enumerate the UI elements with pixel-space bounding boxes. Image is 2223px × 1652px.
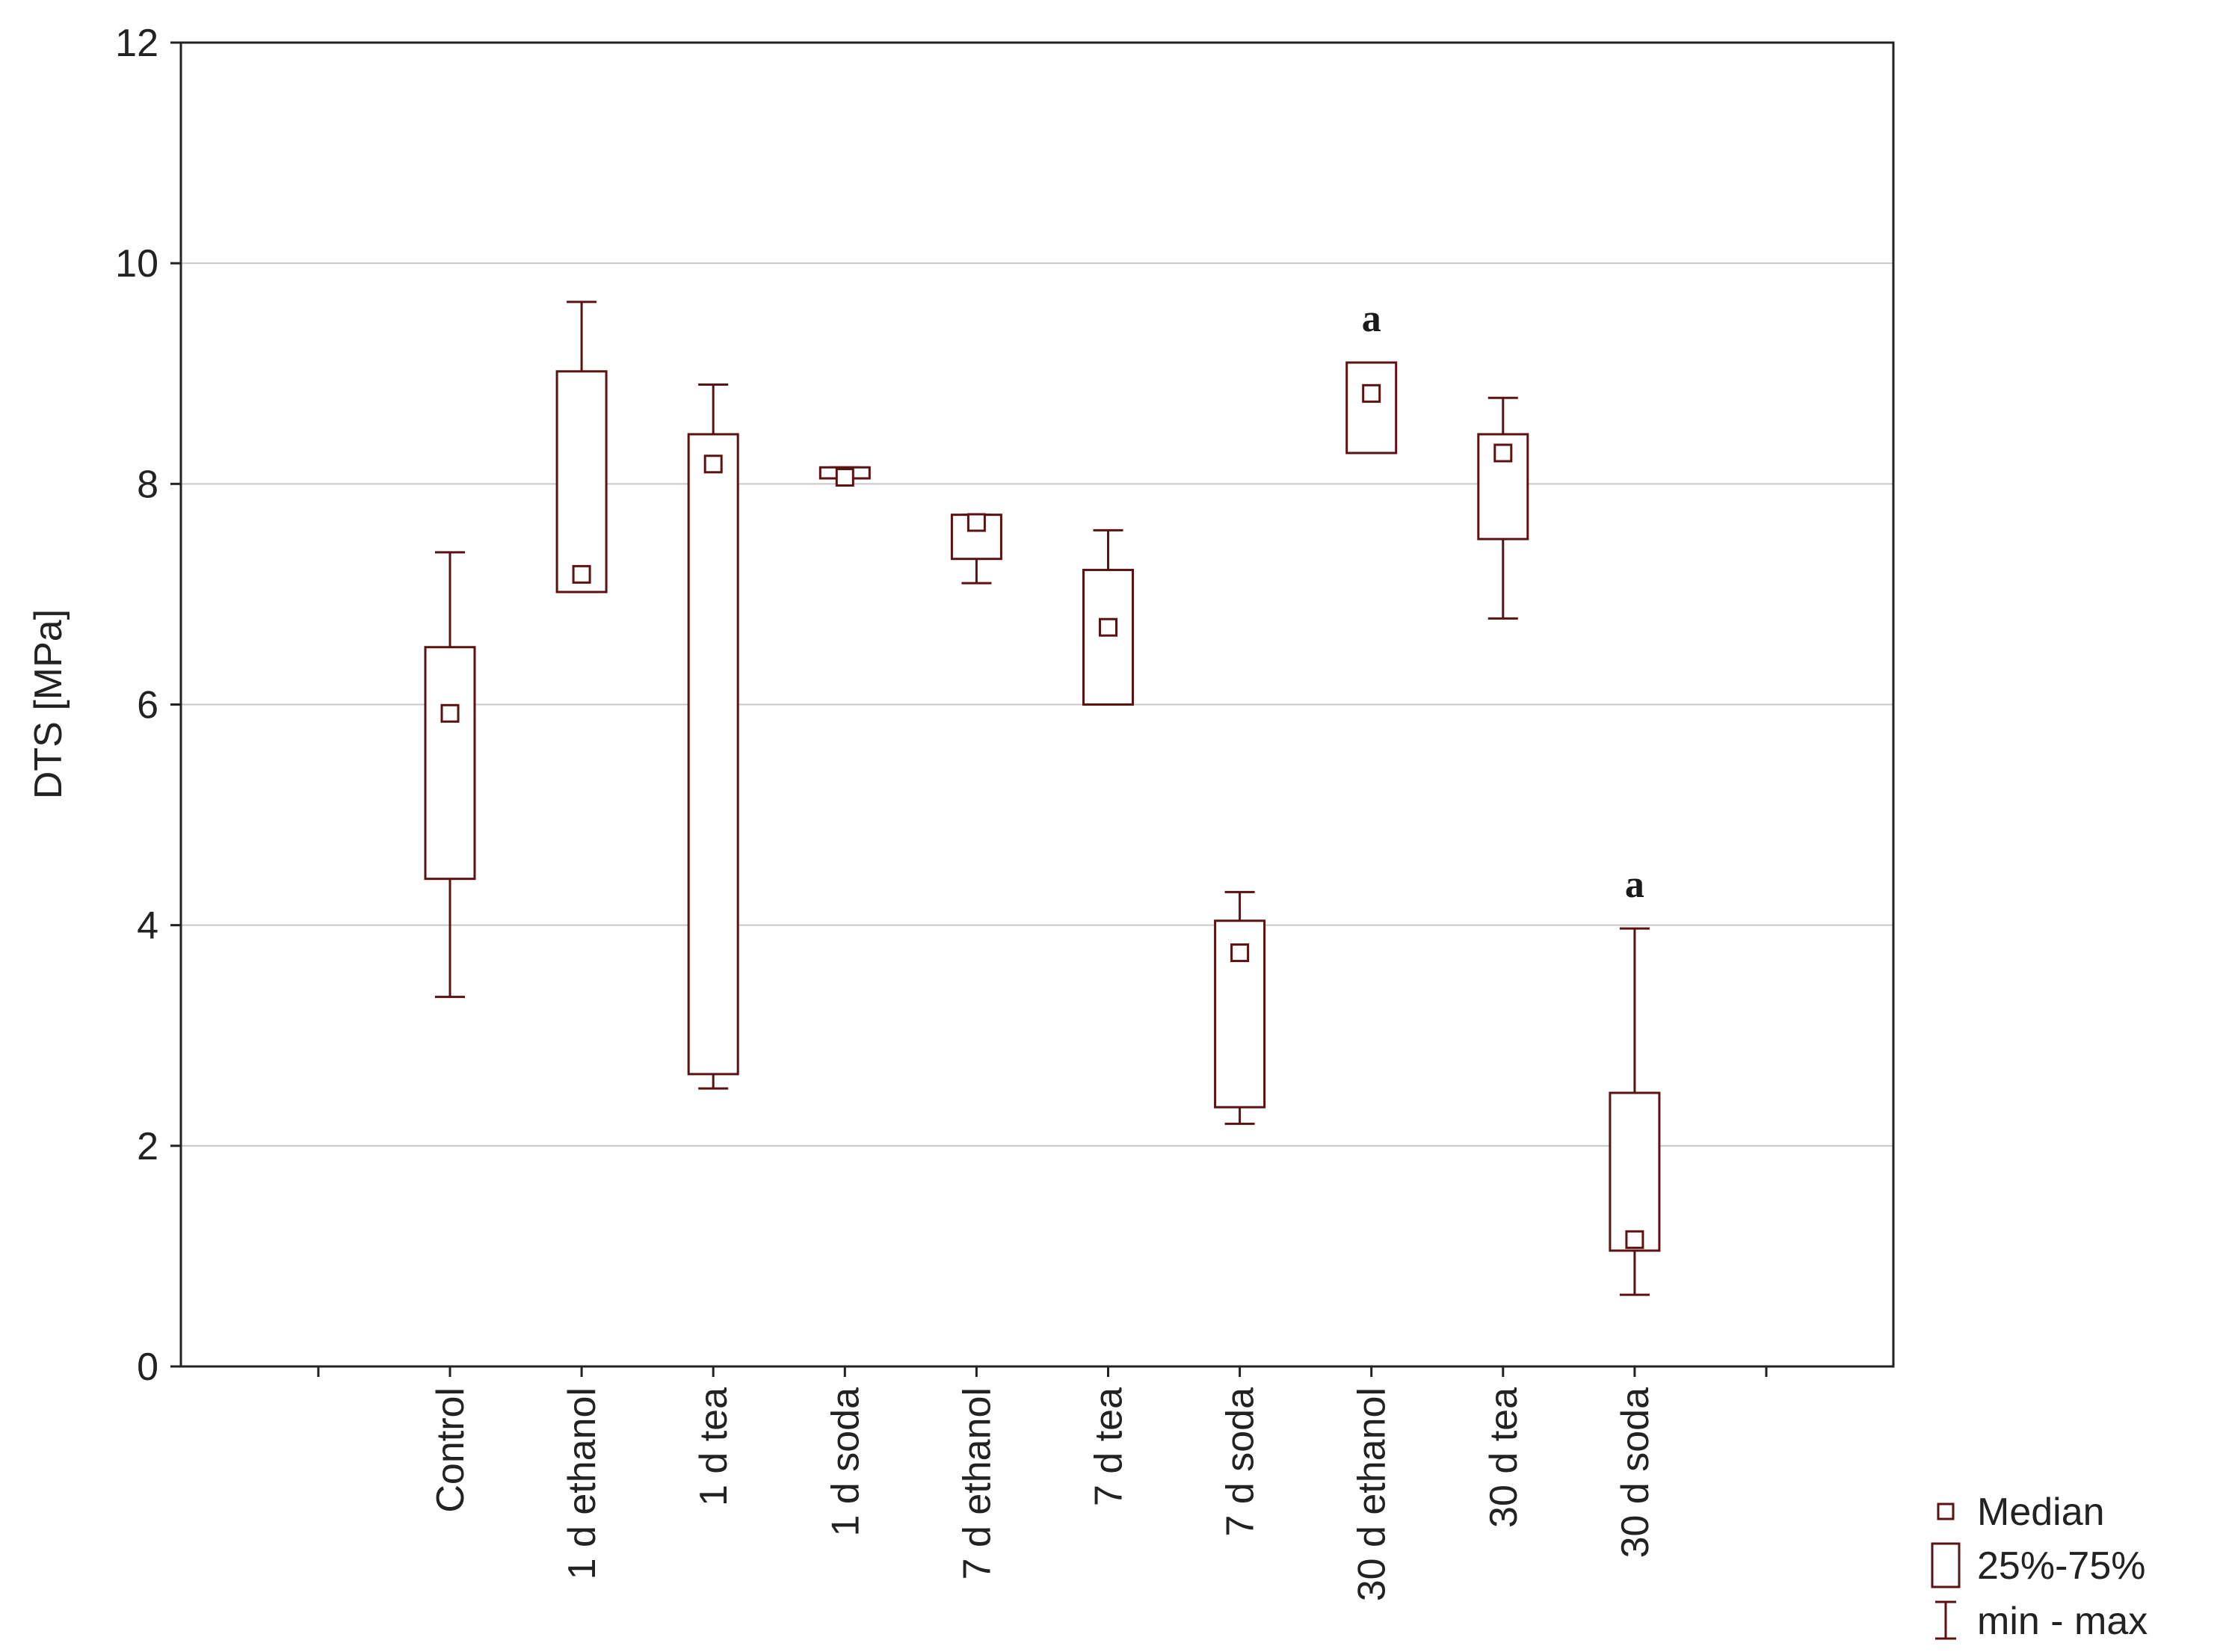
x-axis: Control 1 d ethanol 1 d tea 1 d soda 7 d eth… — [317, 1366, 1768, 1601]
x-category-label: 30 d tea — [1482, 1387, 1526, 1528]
median-marker — [440, 703, 460, 723]
significance-label: a — [1625, 863, 1644, 906]
legend-entry-label: 25%-75% — [1977, 1544, 2145, 1588]
x-category-label: 1 d ethanol — [561, 1387, 604, 1579]
box-group — [1214, 890, 1266, 1125]
iqr-box — [1345, 361, 1398, 454]
legend-entry-label: Median — [1977, 1491, 2105, 1534]
y-tick-label: 12 — [115, 22, 158, 65]
box-group — [1082, 528, 1134, 706]
x-category-label: 7 d tea — [1088, 1387, 1131, 1506]
y-tick-label: 10 — [115, 242, 158, 286]
x-category-label: 1 d soda — [824, 1387, 867, 1537]
box-group: a — [1345, 298, 1398, 454]
y-tick-label: 2 — [137, 1125, 158, 1168]
iqr-box — [424, 646, 476, 881]
box-group — [687, 383, 739, 1090]
legend-box-icon — [1931, 1542, 1961, 1588]
median-marker — [1493, 443, 1513, 463]
box-group: a — [1609, 863, 1661, 1296]
iqr-box — [1082, 568, 1134, 706]
median-marker — [835, 467, 854, 487]
y-tick-label: 6 — [137, 684, 158, 727]
x-category-label: 30 d soda — [1614, 1387, 1657, 1558]
median-marker — [1625, 1230, 1644, 1249]
legend-entry-label: min - max — [1977, 1600, 2148, 1643]
box-group — [950, 513, 1002, 585]
iqr-box — [555, 370, 608, 594]
median-marker — [703, 454, 723, 474]
iqr-box — [687, 433, 739, 1076]
x-category-label: Control — [429, 1387, 472, 1513]
y-axis: 0 2 4 6 8 10 12 — [115, 22, 181, 1389]
box-group — [424, 551, 476, 999]
y-tick-label: 0 — [137, 1346, 158, 1389]
significance-label: a — [1362, 298, 1381, 340]
iqr-box — [950, 514, 1002, 561]
median-marker — [1099, 617, 1117, 637]
legend-median-icon — [1937, 1502, 1955, 1520]
x-category-label: 1 d tea — [692, 1387, 736, 1506]
y-tick-label: 4 — [137, 904, 158, 948]
boxes: aa — [424, 298, 1661, 1296]
box-group — [1477, 396, 1529, 620]
y-tick-label: 8 — [137, 463, 158, 506]
x-category-label: 7 d ethanol — [955, 1387, 999, 1579]
box-group — [555, 300, 608, 594]
x-category-label: 7 d soda — [1219, 1387, 1262, 1537]
median-marker — [1230, 943, 1250, 963]
median-marker — [572, 564, 591, 584]
y-axis-label: DTS [MPa] — [27, 609, 70, 799]
iqr-box — [1609, 1091, 1661, 1252]
legend: Median 25%-75% min - max — [1931, 1491, 2148, 1643]
box-group — [818, 466, 871, 487]
median-marker — [966, 513, 986, 532]
x-category-label: 30 d ethanol — [1351, 1387, 1394, 1601]
median-marker — [1362, 383, 1381, 403]
